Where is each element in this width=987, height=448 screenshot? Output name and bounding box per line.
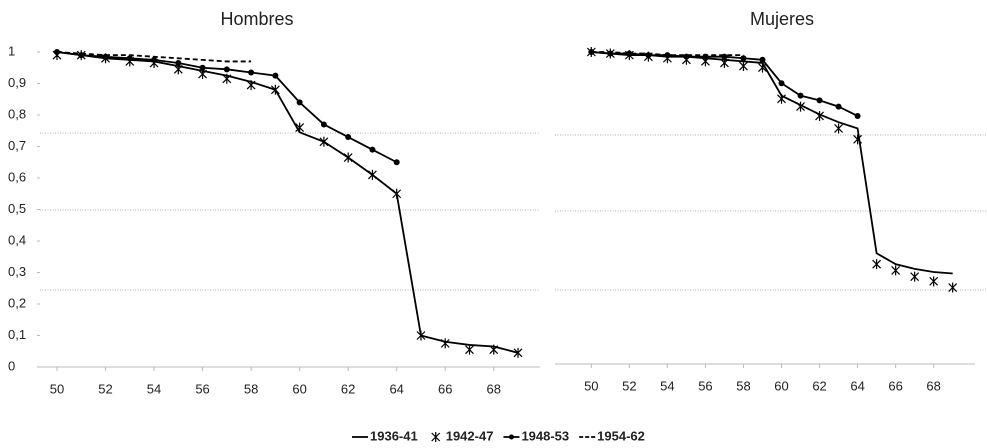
- x-tick-label: 58: [736, 378, 750, 393]
- point: [929, 276, 939, 287]
- point: [343, 152, 353, 163]
- x-tick-label: 66: [888, 378, 902, 393]
- point: [513, 347, 523, 358]
- series-line: [591, 51, 744, 57]
- point: [739, 61, 748, 72]
- point: [393, 159, 400, 166]
- point: [759, 56, 766, 63]
- point: [626, 50, 633, 57]
- point: [758, 62, 767, 73]
- series-line: [591, 51, 953, 275]
- point: [797, 92, 804, 99]
- point: [910, 271, 920, 282]
- point: [223, 66, 230, 73]
- x-tick-label: 58: [244, 381, 258, 396]
- point: [175, 60, 182, 67]
- point: [199, 64, 206, 71]
- y-tick-label: 0,2: [8, 295, 26, 310]
- point: [246, 80, 256, 91]
- point: [815, 110, 824, 121]
- point: [489, 344, 499, 355]
- x-tick-label: 56: [195, 381, 209, 396]
- point: [891, 265, 901, 276]
- legend: 1936-41 1942-47 1948-53 1954-62: [352, 428, 645, 443]
- y-tick-label: 0,8: [8, 106, 26, 121]
- legend-marker: [431, 432, 441, 442]
- x-tick-label: 54: [660, 378, 674, 393]
- legend-item: 1948-53: [503, 428, 569, 443]
- point: [740, 55, 747, 62]
- point: [416, 330, 426, 341]
- y-tick-label: 0,3: [8, 264, 26, 279]
- x-tick-label: 50: [50, 381, 64, 396]
- point: [796, 101, 805, 112]
- point: [126, 55, 133, 62]
- y-tick-label: 0,5: [8, 201, 26, 216]
- x-tick-label: 56: [698, 378, 712, 393]
- point: [392, 188, 402, 199]
- x-tick-label: 52: [98, 381, 112, 396]
- x-tick-label: 66: [438, 381, 452, 396]
- point: [319, 136, 329, 147]
- legend-label: 1948-53: [521, 428, 569, 443]
- y-tick-label: 0,7: [8, 138, 26, 153]
- legend-marker: [508, 434, 514, 440]
- y-tick-label: 0,6: [8, 169, 26, 184]
- point: [368, 169, 377, 180]
- point: [272, 72, 279, 79]
- point: [465, 344, 474, 355]
- point: [222, 73, 232, 84]
- point: [296, 99, 303, 106]
- x-tick-label: 54: [147, 381, 161, 396]
- series-line: [56, 51, 252, 63]
- point: [872, 259, 882, 270]
- point: [270, 84, 280, 95]
- legend-label: 1954-62: [597, 428, 645, 443]
- decor-grid: [40, 132, 987, 291]
- point: [778, 80, 785, 87]
- series-line: [56, 51, 519, 354]
- x-tick-label: 62: [812, 378, 826, 393]
- point: [345, 134, 352, 141]
- x-tick-label: 60: [774, 378, 788, 393]
- point: [151, 56, 158, 63]
- legend-item: 1936-41: [352, 428, 418, 443]
- x-tick-label: 68: [487, 381, 501, 396]
- x-tick-label: 60: [292, 381, 306, 396]
- y-tick-label: 1: [8, 43, 15, 58]
- legend-label: 1936-41: [370, 428, 418, 443]
- y-tick-label: 0,4: [8, 232, 26, 247]
- y-tick-label: 0: [8, 358, 15, 373]
- y-tick-label: 0,1: [8, 327, 26, 342]
- point: [853, 134, 863, 145]
- chart-title: Mujeres: [750, 9, 814, 29]
- x-tick-label: 64: [389, 381, 403, 396]
- point: [369, 146, 376, 153]
- legend-item: 1954-62: [579, 428, 645, 443]
- point: [854, 112, 861, 119]
- point: [816, 97, 823, 104]
- point: [835, 103, 842, 110]
- point: [248, 69, 255, 76]
- chart-title: Hombres: [220, 9, 293, 29]
- x-tick-label: 52: [622, 378, 636, 393]
- point: [948, 282, 958, 293]
- point: [320, 121, 327, 128]
- legend-item: 1942-47: [431, 428, 494, 443]
- point: [440, 338, 450, 349]
- legend-label: 1942-47: [446, 428, 494, 443]
- x-tick-label: 64: [850, 378, 864, 393]
- x-tick-label: 68: [926, 378, 940, 393]
- point: [777, 93, 786, 104]
- x-tick-label: 62: [341, 381, 355, 396]
- y-tick-label: 0,9: [8, 75, 26, 90]
- point: [295, 122, 305, 133]
- point: [834, 123, 843, 134]
- x-tick-label: 50: [584, 378, 598, 393]
